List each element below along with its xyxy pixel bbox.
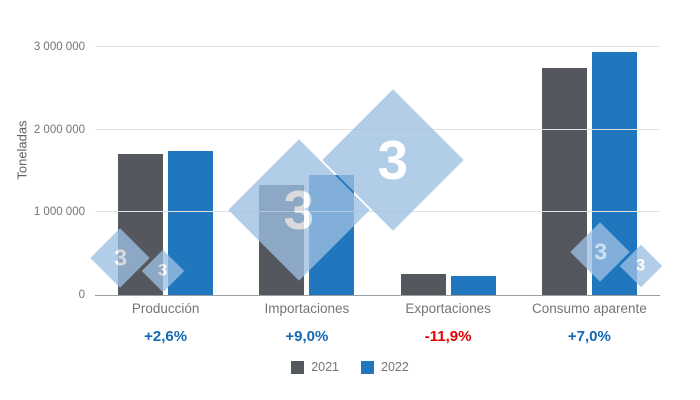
- y-tick-label: 2 000 000: [33, 123, 85, 136]
- variation-labels: +2,6% +9,0% -11,9% +7,0%: [95, 328, 660, 345]
- bar-2021: [259, 185, 305, 295]
- bar-2021: [400, 273, 446, 295]
- bar-group: [378, 47, 519, 295]
- gridline: [95, 46, 660, 47]
- legend-label: 2021: [311, 360, 339, 374]
- legend-item-2021: 2021: [291, 360, 339, 374]
- category-label: Consumo aparente: [531, 301, 647, 316]
- legend: 2021 2022: [0, 360, 700, 374]
- bar-2022: [168, 150, 214, 295]
- y-tick-label: 3 000 000: [33, 41, 85, 53]
- bar-group: [236, 47, 377, 295]
- variation-label: +9,0%: [285, 328, 329, 345]
- category-label: Producción: [131, 301, 200, 316]
- gridline: [95, 211, 660, 213]
- y-axis-title: Toneladas: [14, 120, 30, 180]
- variation-label: -11,9%: [424, 328, 472, 345]
- category-label: Exportaciones: [405, 301, 491, 316]
- bar-group: [519, 47, 660, 295]
- bar-group: [95, 47, 236, 295]
- gridline: [95, 128, 660, 130]
- bar-groups: [95, 47, 660, 295]
- y-tick-label: 0: [78, 289, 85, 301]
- variation-label: +2,6%: [144, 328, 188, 345]
- legend-swatch: [291, 360, 305, 374]
- variation-label: +7,0%: [567, 328, 611, 345]
- legend-swatch: [361, 360, 374, 374]
- bar-2022: [591, 51, 637, 295]
- bar-2021: [541, 67, 587, 295]
- bar-2022: [309, 175, 355, 295]
- legend-item-2022: 2022: [361, 360, 409, 374]
- category-labels: Producción Importaciones Exportaciones Cons…: [95, 301, 660, 316]
- category-label: Importaciones: [264, 301, 350, 316]
- legend-label: 2022: [381, 360, 409, 374]
- y-tick-label: 1 000 000: [33, 206, 85, 219]
- bar-2021: [118, 154, 164, 295]
- plot-area: 0 1 000 000 2 000 000 3 000 000: [34, 41, 660, 301]
- bar-2022: [450, 276, 496, 295]
